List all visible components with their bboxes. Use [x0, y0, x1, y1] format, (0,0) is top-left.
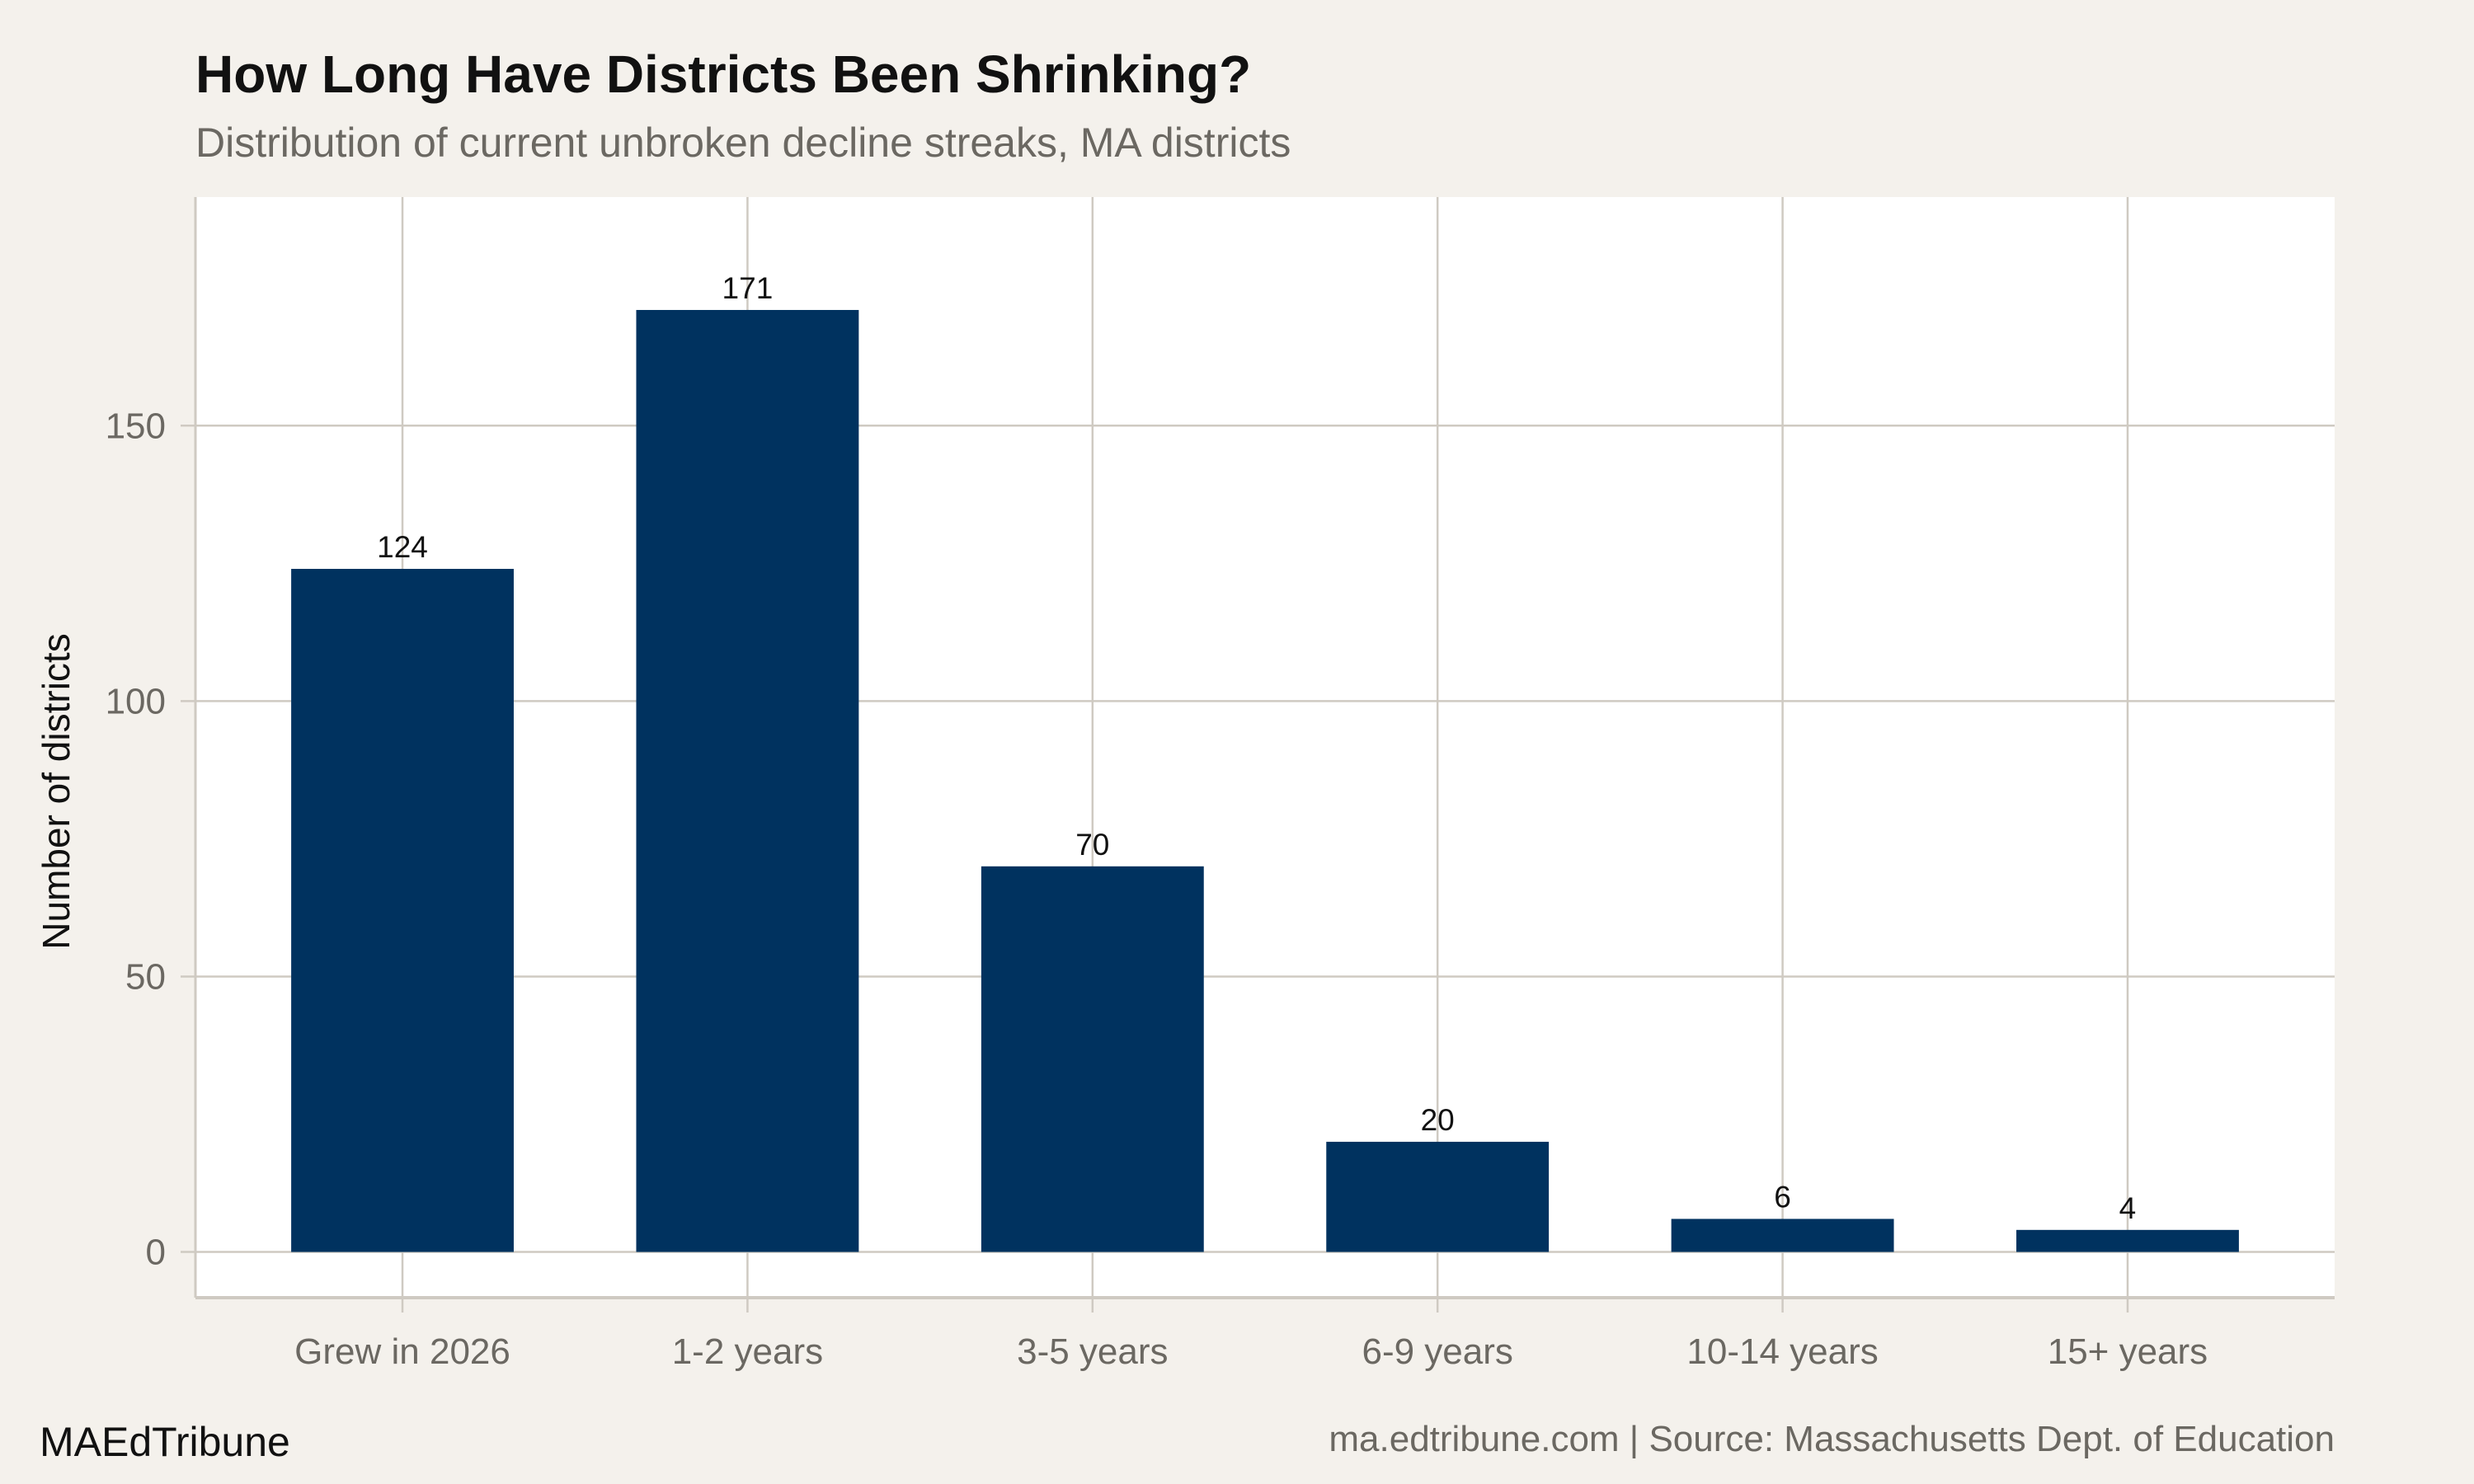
x-tick-label: 6-9 years — [1362, 1331, 1512, 1372]
chart-title: How Long Have Districts Been Shrinking? — [195, 45, 1251, 104]
bar-0 — [291, 569, 514, 1252]
bar-value-label: 124 — [377, 530, 428, 564]
y-tick-label: 50 — [125, 956, 166, 997]
x-tick-label: Grew in 2026 — [294, 1331, 510, 1372]
y-tick-label: 100 — [106, 681, 166, 721]
bar-1 — [636, 309, 859, 1252]
x-tick-label: 15+ years — [2048, 1331, 2208, 1372]
bar-5 — [2016, 1229, 2239, 1252]
chart-subtitle: Distribution of current unbroken decline… — [195, 120, 1291, 166]
bar-2 — [981, 866, 1204, 1252]
plot-panel — [195, 197, 2335, 1298]
y-axis-title: Number of districts — [35, 633, 78, 949]
bar-value-label: 171 — [722, 271, 774, 305]
x-tick-label: 10-14 years — [1686, 1331, 1878, 1372]
bar-value-label: 4 — [2119, 1191, 2137, 1225]
y-tick-label: 150 — [106, 406, 166, 446]
bar-value-label: 70 — [1075, 828, 1109, 862]
data-labels: 124 171 70 20 6 4 — [377, 271, 2136, 1225]
bars — [291, 309, 2239, 1252]
bar-4 — [1671, 1219, 1894, 1252]
x-tick-label: 3-5 years — [1017, 1331, 1168, 1372]
y-tick-label: 0 — [146, 1233, 166, 1273]
axes: 0 50 100 150 Grew in 2026 1-2 years 3-5 years 6… — [106, 197, 2335, 1372]
brand-logo-text: MAEdTribune — [40, 1419, 290, 1465]
bar-value-label: 20 — [1421, 1103, 1455, 1137]
bar-3 — [1326, 1141, 1550, 1252]
bar-value-label: 6 — [1774, 1180, 1791, 1214]
source-credit: ma.edtribune.com | Source: Massachusetts… — [1329, 1419, 2335, 1459]
x-tick-label: 1-2 years — [672, 1331, 823, 1372]
